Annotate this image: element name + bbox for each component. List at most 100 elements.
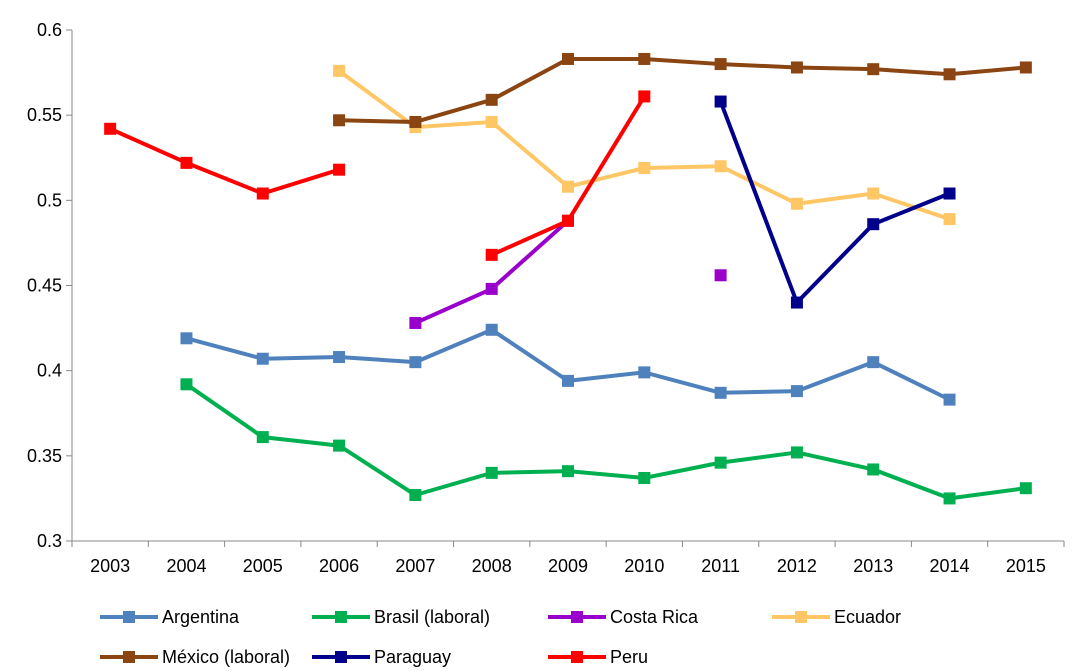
x-tick-label: 2008 [472, 556, 512, 576]
data-point [867, 63, 880, 76]
data-point [943, 393, 956, 406]
legend-label: Ecuador [834, 607, 901, 627]
legend-marker [335, 611, 347, 623]
series-line [185, 327, 951, 402]
data-point [790, 385, 803, 398]
data-point [409, 489, 422, 502]
data-point [562, 374, 574, 387]
data-point [180, 332, 193, 345]
legend: Argentina Brasil (laboral) Costa Rica Ecuad… [100, 607, 901, 667]
axes: 0.3 0.35 0.4 0.45 0.5 0.55 0.6 2003 2004 2005 2006… [27, 20, 1065, 576]
legend-item: Argentina [100, 607, 240, 627]
series-line [414, 219, 570, 325]
x-tick-label: 2012 [777, 556, 817, 576]
legend-marker [123, 611, 135, 623]
x-tick-label: 2004 [166, 556, 206, 576]
data-point [714, 386, 727, 399]
legend-item: Paraguay [312, 647, 451, 667]
data-point [409, 316, 422, 329]
data-point [790, 296, 803, 309]
x-tick-label: 2011 [701, 556, 740, 576]
data-point [256, 431, 269, 444]
data-point [180, 156, 193, 169]
data-point [409, 115, 422, 128]
x-tick-label: 2005 [243, 556, 283, 576]
data-point [485, 323, 498, 336]
y-tick-label: 0.55 [27, 105, 62, 125]
legend-label: Brasil (laboral) [374, 607, 490, 627]
x-tick-label: 2015 [1006, 556, 1046, 576]
data-point [867, 463, 880, 476]
data-point [638, 471, 651, 484]
data-point [485, 115, 498, 128]
data-point [714, 95, 727, 108]
data-point [333, 351, 346, 364]
data-point [180, 378, 193, 391]
data-point [943, 68, 956, 81]
series-line [339, 56, 1027, 124]
data-point [485, 248, 498, 261]
data-point [562, 52, 574, 65]
y-tick-label: 0.6 [37, 20, 62, 40]
data-point [790, 446, 803, 459]
legend-label: Paraguay [374, 647, 451, 667]
x-tick-label: 2014 [930, 556, 970, 576]
legend-marker [335, 651, 347, 663]
data-point [562, 180, 574, 193]
y-tick-label: 0.3 [37, 531, 62, 551]
legend-label: Argentina [162, 607, 240, 627]
data-point [638, 161, 651, 174]
x-tick-label: 2007 [395, 556, 435, 576]
series-line [109, 126, 340, 196]
data-point [790, 61, 803, 74]
series-ecuador [333, 64, 956, 226]
data-point [562, 465, 574, 478]
series-peru [104, 90, 651, 261]
series-layer [104, 52, 1032, 505]
legend-item: México (laboral) [100, 647, 290, 667]
data-point [867, 218, 880, 231]
legend-item: Peru [548, 647, 648, 667]
data-point [333, 114, 346, 127]
series-brasil-laboral [180, 378, 1032, 505]
data-point [714, 456, 727, 469]
data-point [638, 52, 651, 65]
legend-marker [123, 651, 135, 663]
x-tick-label: 2010 [624, 556, 664, 576]
data-point [943, 213, 956, 226]
data-point [104, 122, 117, 135]
data-point [333, 64, 346, 77]
x-tick-label: 2006 [319, 556, 359, 576]
y-tick-label: 0.5 [37, 190, 62, 210]
series-costa-rica [409, 214, 727, 329]
legend-marker [571, 651, 583, 663]
y-tick-label: 0.35 [27, 446, 62, 466]
legend-item: Costa Rica [548, 607, 699, 627]
y-tick-label: 0.4 [37, 361, 62, 381]
data-point [409, 356, 422, 369]
series-paraguay [714, 95, 956, 309]
data-point [485, 466, 498, 479]
data-point [867, 187, 880, 200]
data-point [943, 187, 956, 200]
data-point [485, 282, 498, 295]
data-point [256, 352, 269, 365]
series-line [718, 100, 951, 305]
series-line [185, 382, 1027, 501]
data-point [562, 214, 574, 227]
data-point [333, 439, 346, 452]
x-tick-label: 2003 [90, 556, 130, 576]
data-point [943, 492, 956, 505]
data-point [790, 197, 803, 210]
data-point [256, 187, 269, 200]
data-point [1019, 61, 1032, 74]
legend-label: México (laboral) [162, 647, 290, 667]
series-argentina [180, 323, 956, 406]
data-point [333, 163, 346, 176]
data-point [638, 366, 651, 379]
legend-item: Ecuador [772, 607, 901, 627]
data-point [638, 90, 651, 103]
data-point [714, 269, 727, 282]
legend-label: Peru [610, 647, 648, 667]
